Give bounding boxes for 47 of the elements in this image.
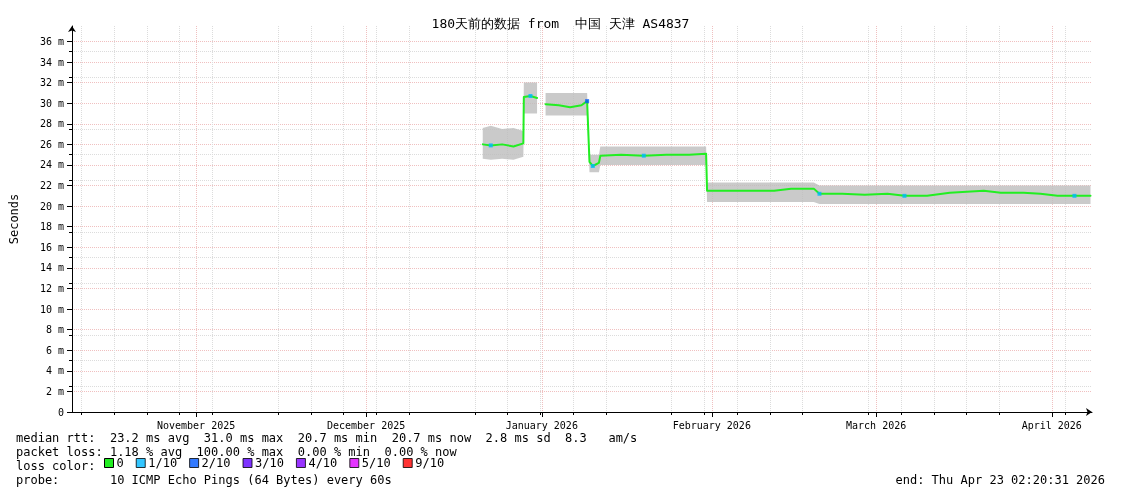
- point: [641, 153, 646, 158]
- text: probe: 10 ICMP Echo Pings (64 Bytes) every 60s: [16, 473, 392, 487]
- x-tick-label: February 2026: [672, 419, 751, 431]
- x-tick-label: December 2025: [326, 419, 406, 431]
- x-tick-label: November 2025: [156, 419, 236, 431]
- text: packet loss: 1.18 % avg 100.00 % max 0.00 % min 0.00 % now: [16, 445, 457, 459]
- chart-title: 180天前的数据 from 中国 天津 AS4837: [431, 16, 690, 31]
- point: [585, 99, 590, 104]
- y-tick-label: 28 m: [39, 118, 64, 130]
- y-tick-label: 10 m: [39, 303, 64, 315]
- point: [488, 143, 493, 148]
- legend-label: 4/10: [308, 456, 338, 470]
- y-tick-label: 4 m: [45, 365, 64, 377]
- legend-label: 5/10: [361, 456, 391, 470]
- legend-label: 1/10: [148, 456, 178, 470]
- y-axis-title: Seconds: [7, 193, 21, 245]
- point: [528, 93, 533, 98]
- y-tick-label: 26 m: [39, 138, 64, 150]
- legend-label: 3/10: [255, 456, 284, 470]
- point: [590, 163, 595, 168]
- y-tick-label: 30 m: [39, 97, 64, 109]
- point: [817, 191, 822, 196]
- y-tick-label: 34 m: [39, 56, 64, 68]
- legend-label: 9/10: [415, 456, 445, 470]
- y-tick-label: 2 m: [45, 385, 64, 397]
- y-tick-label: 8 m: [45, 324, 64, 336]
- x-tick-label: January 2026: [505, 419, 578, 431]
- legend-label: 0: [116, 456, 124, 470]
- y-tick-label: 36 m: [39, 35, 64, 47]
- y-tick-label: 16 m: [39, 241, 64, 253]
- point: [1072, 193, 1077, 198]
- y-tick-label: 14 m: [39, 262, 64, 274]
- point: [902, 193, 907, 198]
- legend-title: loss color:: [16, 459, 96, 473]
- text: end: Thu Apr 23 02:20:31 2026: [895, 473, 1105, 487]
- y-tick-label: 6 m: [45, 344, 64, 356]
- y-tick-label: 32 m: [39, 77, 64, 89]
- x-tick-label: March 2026: [846, 419, 907, 431]
- y-tick-label: 18 m: [39, 221, 64, 233]
- y-tick-label: 20 m: [39, 200, 64, 212]
- y-tick-label: 22 m: [39, 180, 64, 192]
- y-tick-label: 24 m: [39, 159, 64, 171]
- x-tick-label: April 2026: [1021, 419, 1082, 431]
- y-tick-label: 12 m: [39, 282, 64, 294]
- y-tick-label: 0: [57, 406, 64, 418]
- text: median rtt: 23.2 ms avg 31.0 ms max 20.7 ms min 20.7 ms now 2.8 ms sd 8.3 am/s: [16, 431, 638, 445]
- legend-label: 2/10: [201, 456, 231, 470]
